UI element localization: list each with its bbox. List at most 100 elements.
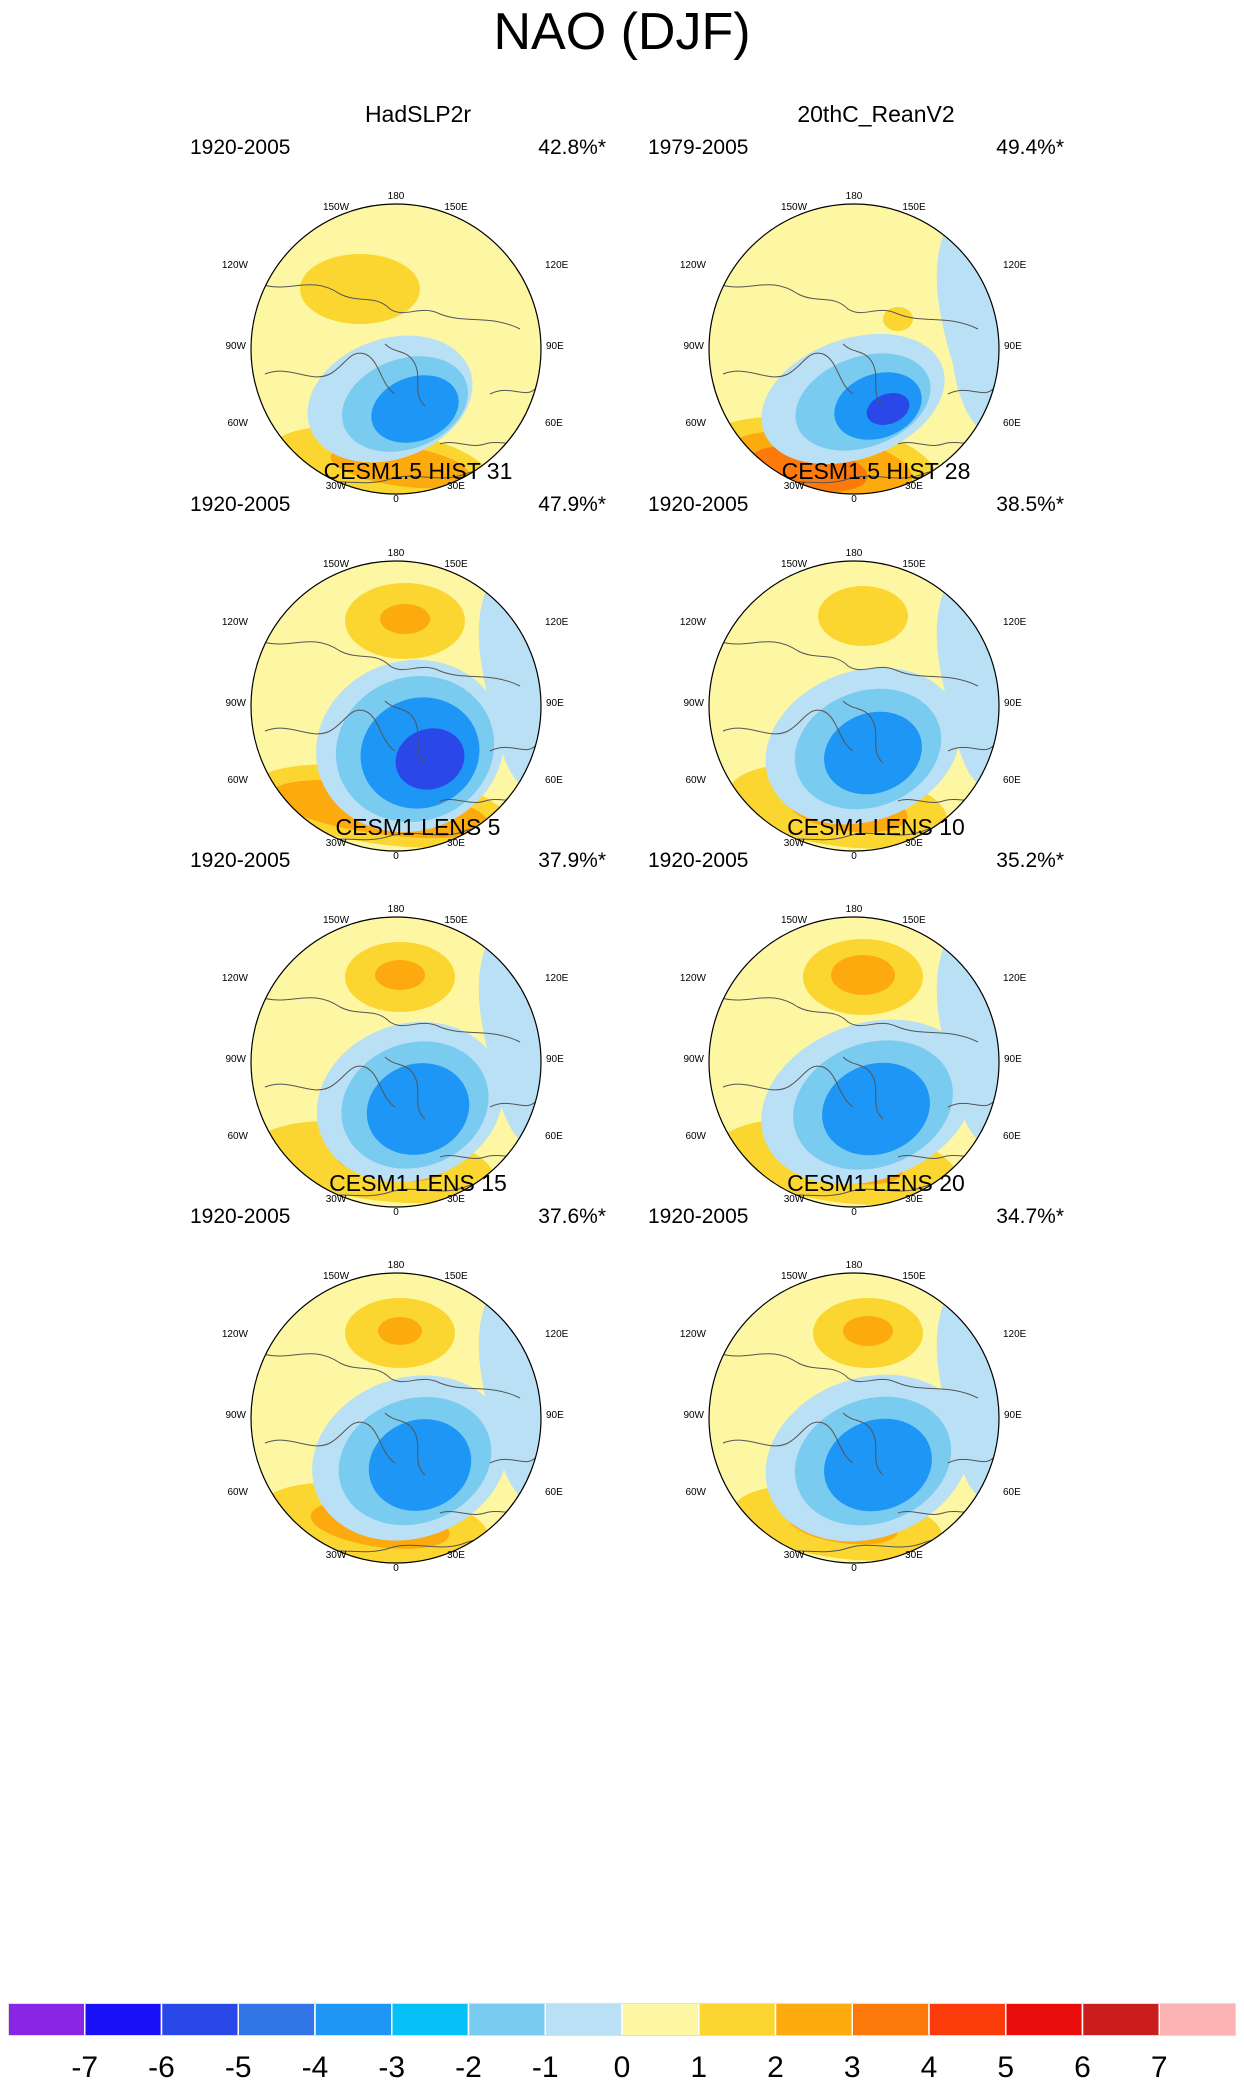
lon-label: 120E: [545, 1329, 569, 1340]
lon-label: 30W: [784, 1194, 805, 1205]
colorbar-swatch: [84, 2003, 163, 2037]
lon-label: 150W: [781, 202, 808, 213]
explained-variance: 37.6%*: [538, 1205, 606, 1228]
lon-label: 60W: [227, 775, 248, 786]
map-panel: CESM1 LENS 20 1920-2005 34.7%* 180 150W 150E 1…: [648, 1169, 1104, 1639]
lon-label: 120E: [545, 973, 569, 984]
colorbar-swatch: [851, 2003, 930, 2037]
lon-label: 150W: [323, 202, 350, 213]
map-boundary: [250, 916, 542, 1208]
lon-label: 120W: [680, 260, 707, 271]
lon-label: 0: [393, 1563, 399, 1574]
map-boundary: [250, 203, 542, 495]
lon-label: 150E: [444, 559, 468, 570]
lon-label: 90E: [546, 698, 564, 709]
anomaly-region: [368, 1419, 472, 1511]
panel-title: CESM1.5 HIST 31: [323, 458, 513, 484]
polar-map: 180 150W 150E 120W 120E 90W 90E 60W 60E 30W 30E 0: [680, 191, 1027, 505]
colorbar-label: -6: [148, 2051, 175, 2081]
explained-variance: 38.5%*: [996, 493, 1064, 516]
colorbar-swatch: [774, 2003, 853, 2037]
lon-label: 180: [388, 1260, 405, 1271]
coastline: [264, 709, 396, 752]
lon-label: 90W: [683, 1410, 704, 1421]
colorbar-swatch: [698, 2003, 777, 2037]
panel-period: 1920-2005: [648, 493, 749, 516]
lon-label: 30W: [326, 838, 347, 849]
lon-label: 0: [393, 1207, 399, 1218]
lon-label: 60W: [685, 775, 706, 786]
lon-label: 180: [846, 904, 863, 915]
lon-label: 60E: [545, 1131, 563, 1142]
coastline: [384, 343, 426, 407]
colorbar-label: 2: [767, 2051, 784, 2081]
lon-label: 30E: [905, 1550, 923, 1561]
panel-period: 1920-2005: [648, 1205, 749, 1228]
colorbar-swatch: [391, 2003, 470, 2037]
coastline: [264, 1065, 396, 1108]
lon-label: 60E: [1003, 418, 1021, 429]
lon-label: 90W: [225, 341, 246, 352]
map-boundary: [708, 1272, 1000, 1564]
lon-label: 0: [393, 494, 399, 505]
lon-label: 150E: [444, 202, 468, 213]
lon-label: 90W: [225, 698, 246, 709]
lon-label: 180: [846, 1260, 863, 1271]
lon-label: 30W: [784, 1550, 805, 1561]
lon-label: 30W: [326, 1550, 347, 1561]
coastline: [947, 1457, 994, 1464]
lon-label: 30E: [905, 838, 923, 849]
anomaly-region: [843, 1316, 893, 1346]
panel-title: CESM1 LENS 10: [787, 814, 965, 840]
panel-title: HadSLP2r: [364, 101, 472, 127]
coastline: [722, 1421, 854, 1464]
coastline: [722, 1065, 854, 1108]
anomaly-region: [866, 393, 910, 425]
coastline: [842, 1056, 884, 1120]
lon-label: 150W: [781, 915, 808, 926]
coastline: [259, 1352, 521, 1399]
lon-label: 60E: [545, 1487, 563, 1498]
colorbar-swatch: [160, 2003, 239, 2037]
lon-label: 120W: [680, 1329, 707, 1340]
coastline: [717, 1352, 979, 1399]
lon-label: 30W: [326, 481, 347, 492]
colorbar-label: -5: [225, 2051, 252, 2081]
coastline: [947, 388, 994, 395]
anomaly-region: [375, 960, 425, 990]
lon-label: 120W: [680, 617, 707, 628]
colorbar-label: 5: [997, 2051, 1014, 2081]
coastline: [489, 388, 536, 395]
coastline: [489, 1101, 536, 1108]
lon-label: 30E: [905, 481, 923, 492]
panel-period: 1920-2005: [190, 1205, 291, 1228]
colorbar-swatch: [544, 2003, 623, 2037]
panel-title: 20thC_ReanV2: [797, 101, 955, 127]
anomaly-region: [822, 1062, 930, 1156]
lon-label: 0: [851, 1563, 857, 1574]
coastline: [947, 1101, 994, 1108]
lon-label: 90E: [546, 1054, 564, 1065]
colorbar-label: 7: [1151, 2051, 1168, 2081]
colorbar-label: 3: [844, 2051, 861, 2081]
lon-label: 120E: [1003, 617, 1027, 628]
colorbar-label: -3: [378, 2051, 405, 2081]
lon-label: 180: [388, 191, 405, 202]
colorbar-label: -2: [455, 2051, 482, 2081]
lon-label: 30W: [784, 481, 805, 492]
lon-label: 150E: [902, 1271, 926, 1282]
lon-label: 0: [851, 494, 857, 505]
lon-label: 30E: [447, 1550, 465, 1561]
panel-period: 1920-2005: [648, 849, 749, 872]
lon-label: 120W: [680, 973, 707, 984]
lon-label: 90E: [1004, 698, 1022, 709]
colorbar: -7 -6 -5 -4 -3 -2 -1 0 1 2 3 4 5 6 7: [8, 2003, 1236, 2081]
lon-label: 30E: [447, 1194, 465, 1205]
lon-label: 60W: [685, 418, 706, 429]
map-panel: CESM1 LENS 15 1920-2005 37.6%* 180 150W 150E 1…: [190, 1169, 646, 1639]
map-panel: 20thC_ReanV2 1979-2005 49.4%* 180 150W 150E 12…: [648, 100, 1104, 570]
coastline: [384, 1056, 426, 1120]
anomaly-region: [378, 1317, 422, 1345]
lon-label: 150E: [444, 1271, 468, 1282]
lon-label: 150W: [323, 915, 350, 926]
